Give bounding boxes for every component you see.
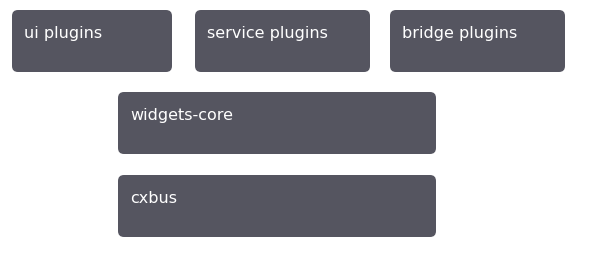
Text: ui plugins: ui plugins bbox=[24, 26, 102, 41]
FancyBboxPatch shape bbox=[118, 92, 436, 154]
Text: service plugins: service plugins bbox=[207, 26, 328, 41]
FancyBboxPatch shape bbox=[12, 10, 172, 72]
Text: bridge plugins: bridge plugins bbox=[402, 26, 517, 41]
FancyBboxPatch shape bbox=[118, 175, 436, 237]
FancyBboxPatch shape bbox=[195, 10, 370, 72]
Text: widgets-core: widgets-core bbox=[130, 108, 233, 123]
FancyBboxPatch shape bbox=[390, 10, 565, 72]
Text: cxbus: cxbus bbox=[130, 191, 177, 206]
